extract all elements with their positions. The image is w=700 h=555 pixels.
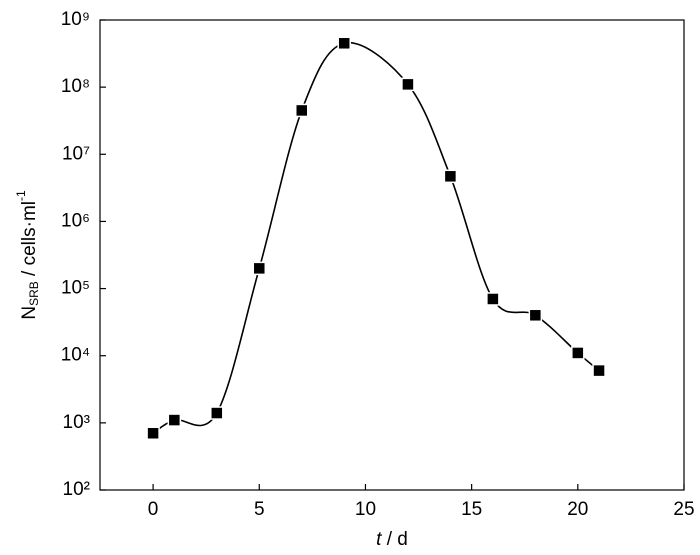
x-tick-label: 15 xyxy=(461,499,482,520)
marker xyxy=(337,36,351,51)
marker xyxy=(443,169,458,184)
y-tick-label: 10⁷ xyxy=(62,143,90,164)
x-tick-label: 0 xyxy=(148,499,159,520)
marker xyxy=(592,363,606,378)
curve xyxy=(152,41,600,434)
y-label-sup: -1 xyxy=(14,190,28,201)
marker xyxy=(146,426,160,441)
marker xyxy=(571,346,585,360)
marker xyxy=(401,77,415,92)
x-tick-label: 10 xyxy=(355,499,376,520)
y-tick-label: 10⁹ xyxy=(61,9,90,30)
x-axis-label: t / d xyxy=(376,529,408,550)
plot-frame xyxy=(99,19,685,491)
x-tick-label: 20 xyxy=(567,499,588,520)
marker xyxy=(252,261,267,276)
marker xyxy=(210,406,224,420)
marker xyxy=(167,413,182,427)
y-label-sub: SRB xyxy=(27,281,41,306)
y-tick-label: 10⁵ xyxy=(61,278,90,299)
x-label-var: t xyxy=(376,529,382,550)
y-tick-label: 10³ xyxy=(63,412,90,433)
y-label-unit: / cells·ml xyxy=(19,201,40,281)
y-label-main: N xyxy=(19,306,40,320)
y-tick-label: 10⁶ xyxy=(61,210,90,231)
marker xyxy=(528,308,543,323)
marker xyxy=(294,103,309,118)
y-tick-label: 10² xyxy=(63,479,90,500)
x-tick-label: 5 xyxy=(254,499,265,520)
y-tick-label: 10⁴ xyxy=(61,345,90,366)
marker xyxy=(486,292,500,306)
x-label-unit: / d xyxy=(381,529,407,550)
x-tick-label: 25 xyxy=(673,499,694,520)
y-axis-label: NSRB / cells·ml-1 xyxy=(14,190,41,320)
y-tick-label: 10⁸ xyxy=(61,76,90,97)
